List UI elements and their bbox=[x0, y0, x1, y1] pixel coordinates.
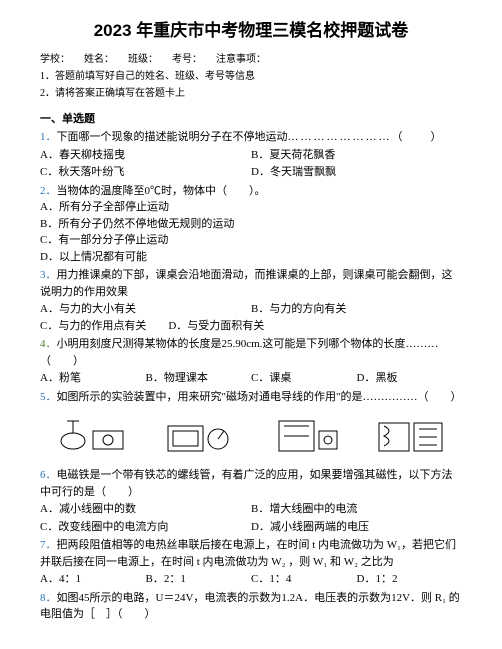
q1-opt-a: A．春天柳枝摇曳 bbox=[40, 147, 251, 164]
question-3: 3．用力推课桌的下部，课桌会沿地面滑动，而推课桌的上部，则课桌可能会翻倒，这说明… bbox=[40, 267, 462, 300]
q6-opt-c: C．改变线圈中的电流方向 bbox=[40, 519, 251, 536]
q4-opt-a: A．粉笔 bbox=[40, 370, 146, 387]
q4-opt-d: D．黑板 bbox=[357, 370, 463, 387]
class-label: 班级： bbox=[128, 52, 158, 67]
q5-num: 5． bbox=[40, 391, 57, 403]
question-1: 1．下面哪一个现象的描述能说明分子在不停地运动……………………（ ） bbox=[40, 129, 462, 146]
q2-opt-a: A．所有分子全部停止运动 bbox=[40, 199, 462, 216]
q6-opt-b: B．增大线圈中的电流 bbox=[251, 501, 462, 518]
q1-opt-c: C．秋天落叶纷飞 bbox=[40, 164, 251, 181]
q3-opt-b: B．与力的方向有关 bbox=[251, 301, 462, 318]
question-5: 5．如图所示的实验装置中，用来研究"磁场对通电导线的作用"的是……………（ ） bbox=[40, 389, 462, 406]
q7-opt-d: D．1：2 bbox=[357, 571, 463, 588]
q7-num: 7． bbox=[40, 539, 57, 551]
q6-opt-d: D．减小线圈两端的电压 bbox=[251, 519, 462, 536]
q4-num: 4． bbox=[40, 338, 57, 350]
q3-num: 3． bbox=[40, 269, 57, 281]
q2-num: 2． bbox=[40, 185, 57, 197]
question-4: 4．小明用刻度尺测得某物体的长度是25.90cm.这可能是下列哪个物体的长度……… bbox=[40, 336, 462, 369]
q2-opt-c: C．有一部分分子停止运动 bbox=[40, 232, 462, 249]
question-6: 6．电磁铁是一个带有铁芯的螺线管，有着广泛的应用，如果要增强其磁性，以下方法中可… bbox=[40, 467, 462, 500]
q3-options-1: A．与力的大小有关 B．与力的方向有关 bbox=[40, 301, 462, 318]
q4-text: 小明用刻度尺测得某物体的长度是25.90cm.这可能是下列哪个物体的长度………（… bbox=[40, 338, 438, 367]
q2-opt-b: B．所有分子仍然不停地做无规则的运动 bbox=[40, 216, 462, 233]
q7-options: A．4：1 B．2：1 C．1：4 D．1：2 bbox=[40, 571, 462, 588]
q8-text: 如图45所示的电路，U＝24V，电流表的示数为1.2A．电压表的示数为12V．则… bbox=[40, 592, 460, 621]
q1-opt-b: B．夏天荷花飘香 bbox=[251, 147, 462, 164]
q2-opt-d: D．以上情况都有可能 bbox=[40, 249, 462, 266]
notice-label: 注意事项： bbox=[216, 52, 266, 67]
q4-options: A．粉笔 B．物理课本 C．课桌 D．黑板 bbox=[40, 370, 462, 387]
q5-image-d bbox=[369, 411, 449, 461]
q5-text: 如图所示的实验装置中，用来研究"磁场对通电导线的作用"的是……………（ ） bbox=[57, 391, 462, 403]
q5-image-a bbox=[53, 411, 133, 461]
header-fields: 学校： 姓名： 班级： 考号： 注意事项： bbox=[40, 52, 462, 67]
exam-title: 2023 年重庆市中考物理三模名校押题试卷 bbox=[40, 18, 462, 44]
q7-opt-c: C．1：4 bbox=[251, 571, 357, 588]
q1-options-2: C．秋天落叶纷飞 D．冬天瑞雪飘飘 bbox=[40, 164, 462, 181]
q1-options-1: A．春天柳枝摇曳 B．夏天荷花飘香 bbox=[40, 147, 462, 164]
q5-image-b bbox=[158, 411, 238, 461]
q1-dots: ……………………（ ） bbox=[288, 131, 444, 143]
q8-num: 8． bbox=[40, 592, 57, 604]
q2-text: 当物体的温度降至0℃时，物体中（ ）。 bbox=[57, 185, 266, 197]
q6-text: 电磁铁是一个带有铁芯的螺线管，有着广泛的应用，如果要增强其磁性，以下方法中可行的… bbox=[40, 469, 453, 498]
q1-num: 1． bbox=[40, 131, 57, 143]
q1-opt-d: D．冬天瑞雪飘飘 bbox=[251, 164, 462, 181]
name-label: 姓名： bbox=[84, 52, 114, 67]
q6-options-1: A．减小线圈中的数 B．增大线圈中的电流 bbox=[40, 501, 462, 518]
instruction-2: 2．请将答案正确填写在答题卡上 bbox=[40, 86, 462, 101]
q5-image-c bbox=[264, 411, 344, 461]
question-7: 7．把两段阻值相等的电热丝串联后接在电源上，在时间 t 内电流做功为 W₁，若把… bbox=[40, 537, 462, 570]
q5-image-row bbox=[40, 409, 462, 463]
q7-opt-b: B．2：1 bbox=[146, 571, 252, 588]
q1-text: 下面哪一个现象的描述能说明分子在不停地运动 bbox=[57, 131, 288, 143]
q4-opt-c: C．课桌 bbox=[251, 370, 357, 387]
q3-text: 用力推课桌的下部，课桌会沿地面滑动，而推课桌的上部，则课桌可能会翻倒，这说明力的… bbox=[40, 269, 453, 298]
q7-text: 把两段阻值相等的电热丝串联后接在电源上，在时间 t 内电流做功为 W₁，若把它们… bbox=[40, 539, 456, 568]
school-label: 学校： bbox=[40, 52, 70, 67]
q3-opt-a: A．与力的大小有关 bbox=[40, 301, 251, 318]
q6-opt-a: A．减小线圈中的数 bbox=[40, 501, 251, 518]
q6-options-2: C．改变线圈中的电流方向 D．减小线圈两端的电压 bbox=[40, 519, 462, 536]
section-1-title: 一、单选题 bbox=[40, 111, 462, 128]
question-2: 2．当物体的温度降至0℃时，物体中（ ）。 bbox=[40, 183, 462, 200]
examno-label: 考号： bbox=[172, 52, 202, 67]
q6-num: 6． bbox=[40, 469, 57, 481]
q4-opt-b: B．物理课本 bbox=[146, 370, 252, 387]
instruction-1: 1．答题前填写好自己的姓名、班级、考号等信息 bbox=[40, 69, 462, 84]
q3-opt-cd: C．与力的作用点有关 D．与受力面积有关 bbox=[40, 318, 462, 335]
q7-opt-a: A．4：1 bbox=[40, 571, 146, 588]
question-8: 8．如图45所示的电路，U＝24V，电流表的示数为1.2A．电压表的示数为12V… bbox=[40, 590, 462, 623]
